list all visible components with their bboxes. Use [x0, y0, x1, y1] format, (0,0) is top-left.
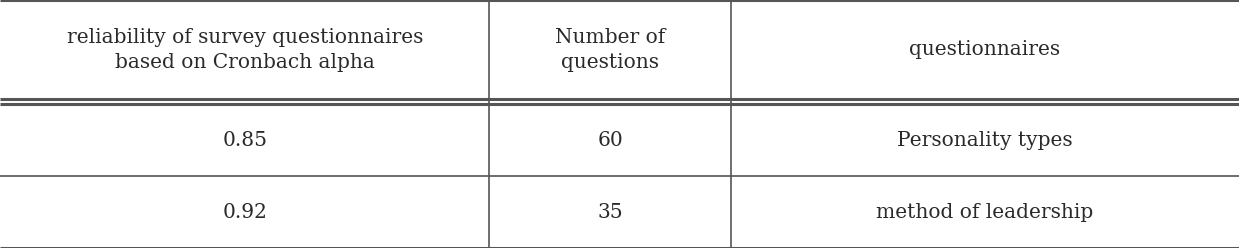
Text: 0.92: 0.92: [222, 203, 268, 221]
Text: 0.85: 0.85: [222, 131, 268, 150]
Text: method of leadership: method of leadership: [876, 203, 1094, 221]
Text: 60: 60: [597, 131, 623, 150]
Text: 35: 35: [597, 203, 623, 221]
Text: Number of
questions: Number of questions: [555, 28, 665, 72]
Text: reliability of survey questionnaires
based on Cronbach alpha: reliability of survey questionnaires bas…: [67, 28, 422, 72]
Text: Personality types: Personality types: [897, 131, 1073, 150]
Text: questionnaires: questionnaires: [909, 40, 1061, 59]
